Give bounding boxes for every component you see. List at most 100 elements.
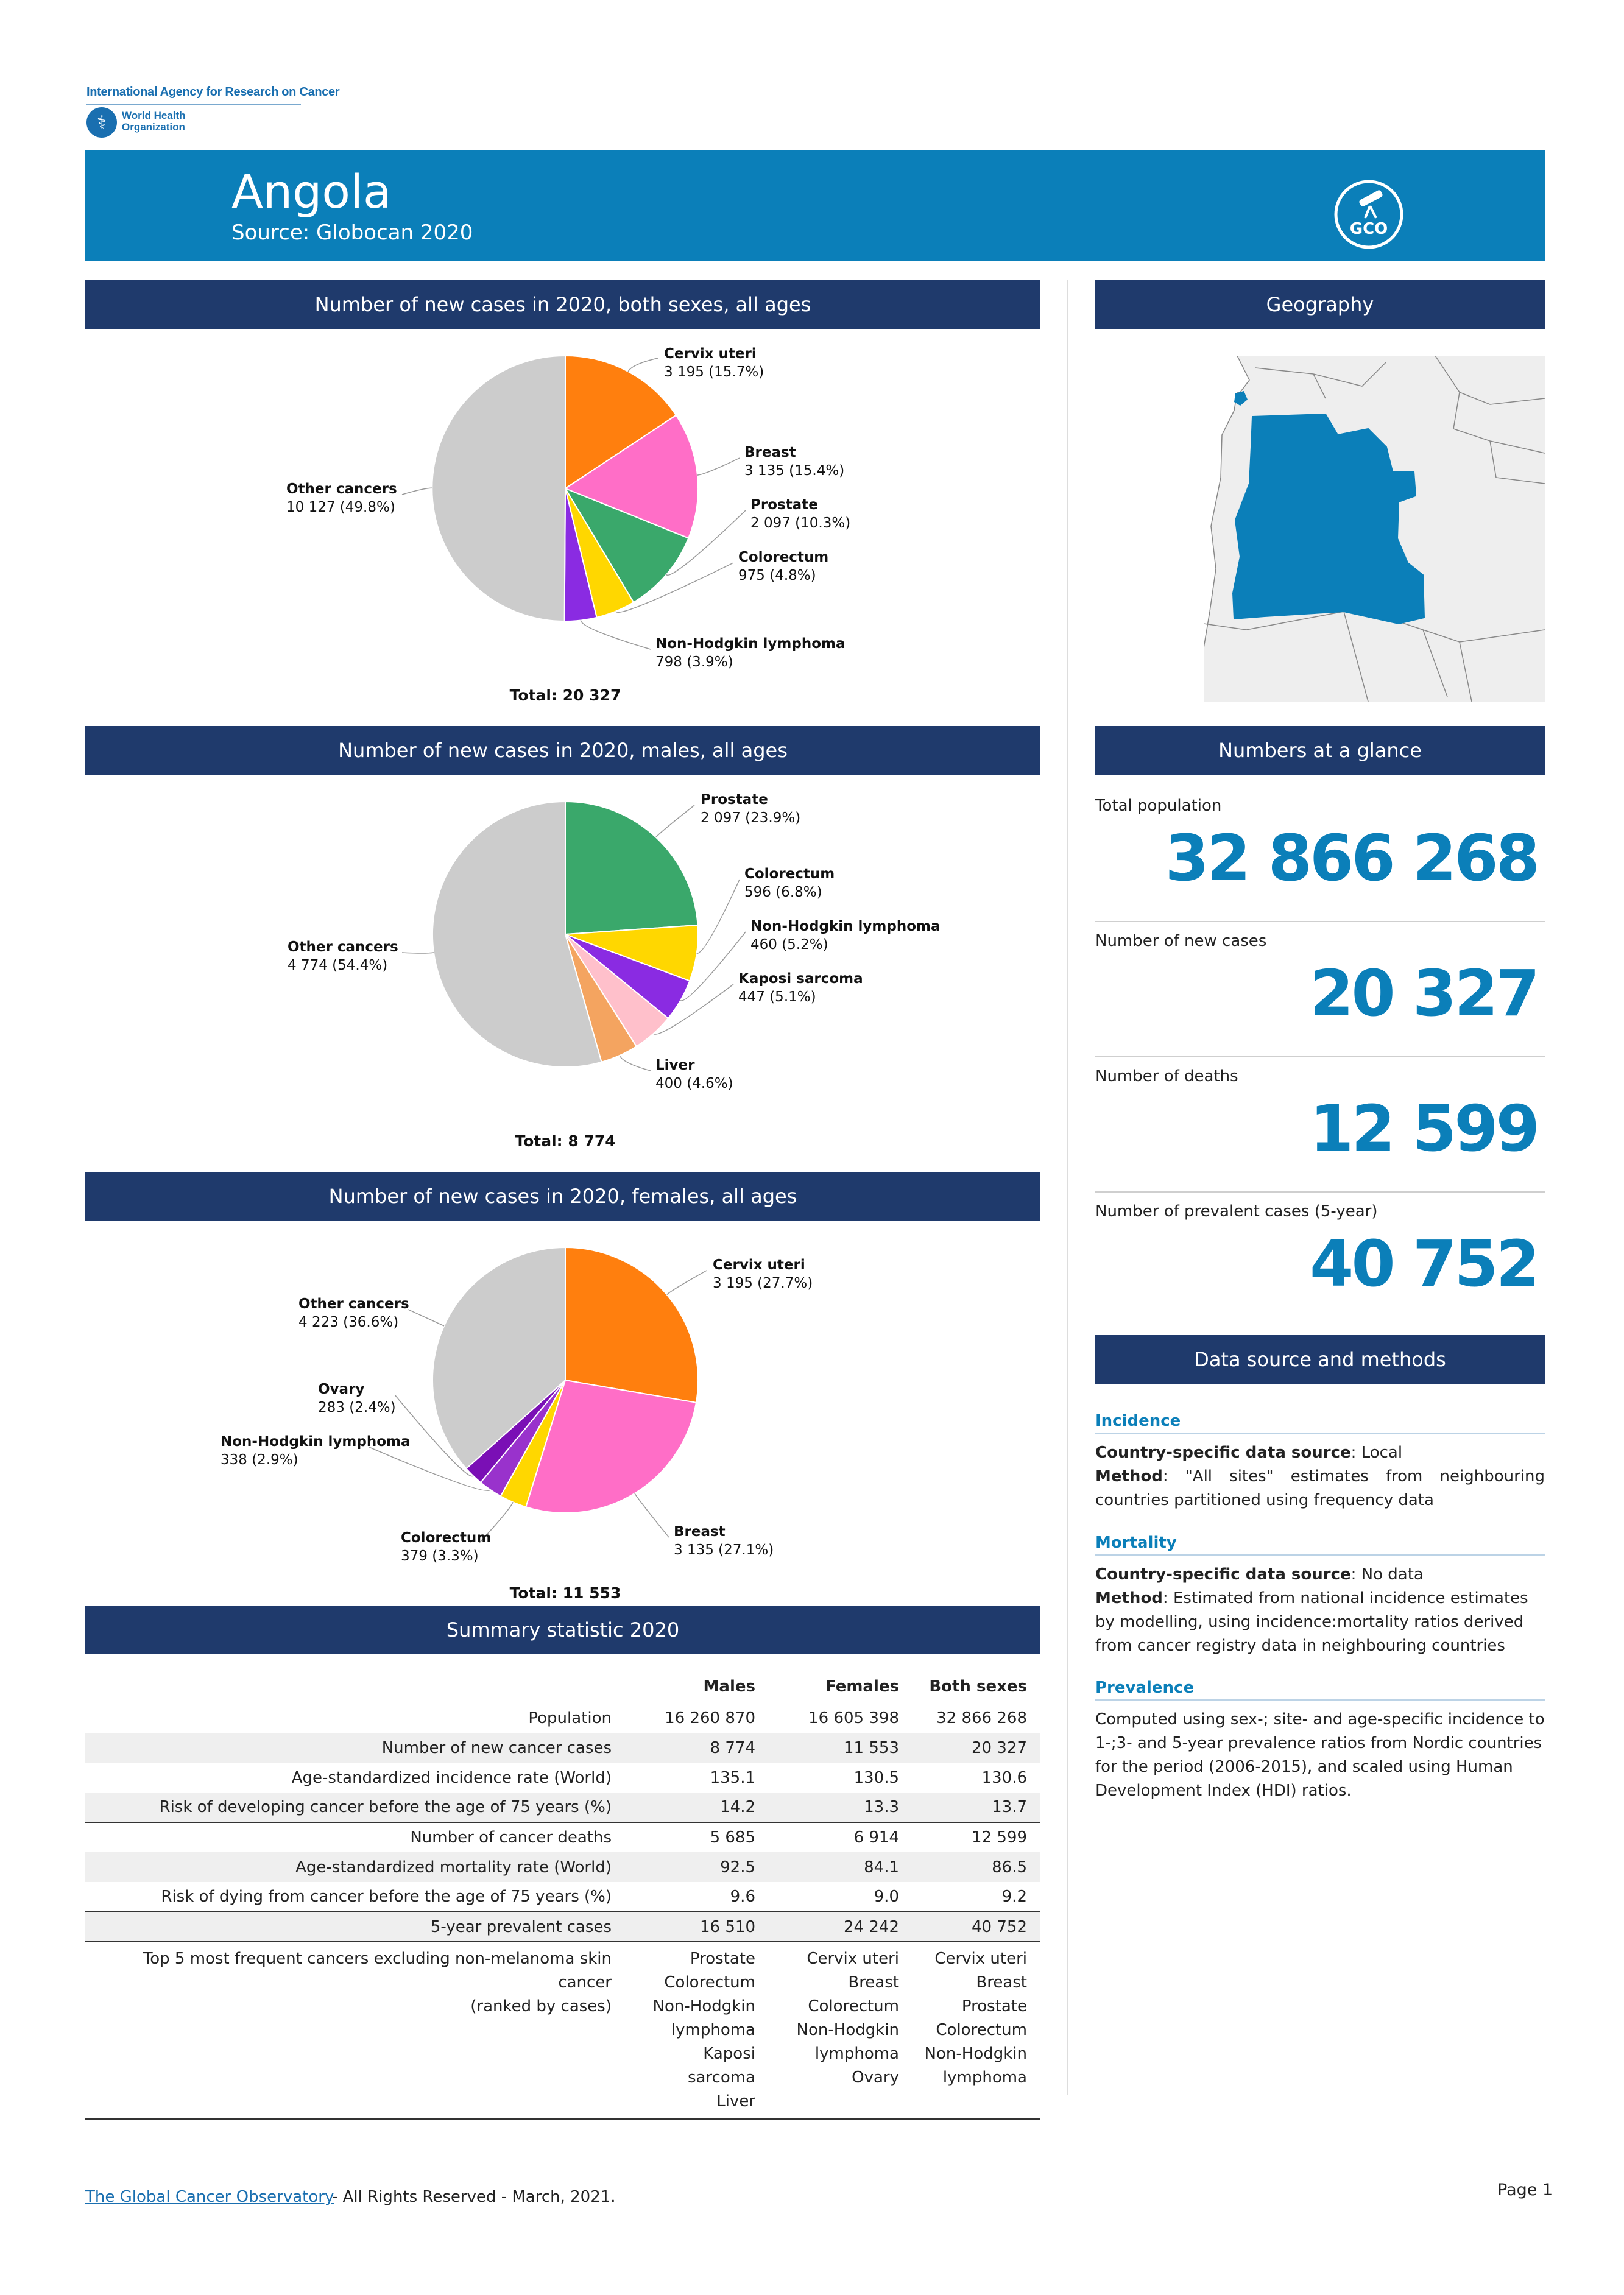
who-emblem-icon: ⚕: [86, 107, 117, 138]
top5-item: Liver: [716, 2092, 755, 2110]
pie-label-name: Prostate: [750, 497, 818, 513]
top5-item: Kaposi sarcoma: [687, 2045, 755, 2087]
leader-line: [655, 805, 695, 838]
row-label: 5-year prevalent cases: [85, 1911, 634, 1942]
pie-label-name: Colorectum: [738, 549, 828, 565]
glance-population-value: 32 866 268: [1165, 821, 1540, 895]
table-row: Number of new cancer cases 8 774 11 553 …: [85, 1733, 1040, 1763]
pie-label-name: Cervix uteri: [713, 1257, 805, 1273]
top5-item: lymphoma: [814, 2045, 899, 2063]
incidence-title: Incidence: [1095, 1412, 1181, 1430]
cell-both: 40 752: [913, 1911, 1040, 1942]
top5-item: Non-Hodgkin: [924, 2045, 1027, 2063]
top5-item: Cervix uteri: [807, 1950, 899, 1968]
cell-both: 20 327: [913, 1733, 1040, 1763]
glance-new-cases-value: 20 327: [1309, 956, 1540, 1031]
pie-label-value: 975 (4.8%): [738, 568, 816, 583]
cell-females: 130.5: [853, 1768, 899, 1787]
cell-males: 8 774: [634, 1733, 769, 1763]
pie-label-name: Colorectum: [401, 1530, 491, 1546]
cell-females: 16 605 398: [808, 1708, 899, 1727]
leader-line: [369, 1447, 491, 1492]
top5-item: Colorectum: [936, 2021, 1027, 2039]
who-line1: World Health: [122, 110, 186, 121]
pie-label-name: Kaposi sarcoma: [738, 971, 863, 987]
top5-item: Breast: [976, 1973, 1027, 1992]
top5-item: Prostate: [690, 1950, 755, 1968]
pie-slice-breast: [524, 1379, 697, 1514]
mortality-title: Mortality: [1095, 1534, 1177, 1552]
both-sexes-header: Number of new cases in 2020, both sexes,…: [85, 280, 1040, 329]
table-header-males: Males: [703, 1677, 755, 1696]
row-label: Number of new cancer cases: [85, 1733, 634, 1763]
pie-label-name: Colorectum: [744, 866, 835, 882]
pie-label-value: 596 (6.8%): [744, 884, 822, 900]
table-header-row: Males Females Both sexes: [85, 1669, 1040, 1703]
gco-footer-link[interactable]: The Global Cancer Observatory: [85, 2188, 334, 2206]
pie-label-value: 4 223 (36.6%): [298, 1314, 398, 1330]
pie-label-value: 447 (5.1%): [738, 989, 816, 1005]
pie-label-name: Non-Hodgkin lymphoma: [655, 636, 845, 652]
top5-item: Breast: [848, 1973, 899, 1992]
table-row-top5: Top 5 most frequent cancers excluding no…: [85, 1942, 1040, 2120]
pie-label-name: Other cancers: [288, 939, 398, 955]
top5-label-line2: (ranked by cases): [470, 1997, 612, 2015]
cell-both: 86.5: [913, 1852, 1040, 1882]
mortality-text: Country-specific data source: No data Me…: [1095, 1563, 1545, 1658]
column-divider: [1067, 280, 1068, 2095]
datasource-header: Data source and methods: [1095, 1335, 1545, 1384]
pie-label-value: 3 135 (27.1%): [674, 1542, 774, 1558]
incidence-src-value: : Local: [1350, 1444, 1403, 1462]
top5-label: Top 5 most frequent cancers excluding no…: [85, 1942, 634, 2120]
mortality-src-label: Country-specific data source: [1095, 1565, 1351, 1584]
iarc-logo-text: International Agency for Research on Can…: [86, 85, 340, 99]
pie-label-name: Other cancers: [286, 481, 397, 497]
glance-new-cases-label: Number of new cases: [1095, 932, 1267, 950]
leader-line: [615, 562, 734, 613]
leader-line: [478, 1501, 514, 1544]
pie-chart-females: Cervix uteri 3 195 (27.7%) Breast 3 135 (27…: [221, 1246, 813, 1602]
glance-separator: [1095, 1056, 1545, 1057]
pie-label-value: 3 195 (15.7%): [664, 364, 764, 380]
map-borders-north: [1255, 356, 1545, 484]
pie-label-name: Non-Hodgkin lymphoma: [750, 918, 940, 934]
cell-females: 13.3: [769, 1793, 913, 1822]
pie-label-name: Liver: [655, 1057, 695, 1073]
pie-label-value: 2 097 (23.9%): [701, 810, 800, 826]
cell-females: 9.0: [874, 1888, 899, 1906]
prevalence-text: Computed using sex-; site- and age-speci…: [1095, 1710, 1545, 1800]
mortality-src-value: : No data: [1350, 1565, 1424, 1584]
row-label: Age-standardized incidence rate (World): [291, 1768, 612, 1787]
geography-map: [1204, 356, 1545, 702]
glance-header: Numbers at a glance: [1095, 726, 1545, 775]
pie-label-name: Cervix uteri: [664, 346, 757, 362]
top5-item: Colorectum: [664, 1973, 755, 1992]
iarc-underline: [86, 104, 301, 105]
pie-label-name: Prostate: [701, 792, 768, 808]
incidence-rule: [1095, 1433, 1545, 1434]
males-header: Number of new cases in 2020, males, all …: [85, 726, 1040, 775]
cell-both: 32 866 268: [936, 1708, 1027, 1727]
cell-both: 130.6: [981, 1768, 1027, 1787]
top5-females: Cervix uteri Breast Colorectum Non-Hodgk…: [769, 1942, 913, 2120]
cell-both: 12 599: [913, 1822, 1040, 1852]
summary-header: Summary statistic 2020: [85, 1606, 1040, 1654]
summary-table: Males Females Both sexes Population 16 2…: [85, 1669, 1040, 2120]
females-header: Number of new cases in 2020, females, al…: [85, 1172, 1040, 1221]
leader-line: [653, 984, 734, 1035]
glance-prevalent-label: Number of prevalent cases (5-year): [1095, 1202, 1378, 1221]
incidence-src-label: Country-specific data source: [1095, 1444, 1351, 1462]
table-row: Age-standardized incidence rate (World) …: [85, 1763, 1040, 1793]
top5-item: Colorectum: [808, 1997, 899, 2015]
who-line2: Organization: [122, 121, 185, 133]
row-label: Number of cancer deaths: [85, 1822, 634, 1852]
pie-label-value: 10 127 (49.8%): [286, 499, 395, 515]
pie-label-value: 379 (3.3%): [401, 1548, 479, 1564]
row-label: Population: [528, 1708, 612, 1727]
pie-total-label: Total: 11 553: [510, 1584, 621, 1602]
pie-label-value: 3 195 (27.7%): [713, 1275, 813, 1291]
leader-line: [401, 487, 433, 495]
cell-males: 16 260 870: [665, 1708, 755, 1727]
table-row: Age-standardized mortality rate (World) …: [85, 1852, 1040, 1882]
gco-logo-text: GCO: [1350, 220, 1388, 238]
